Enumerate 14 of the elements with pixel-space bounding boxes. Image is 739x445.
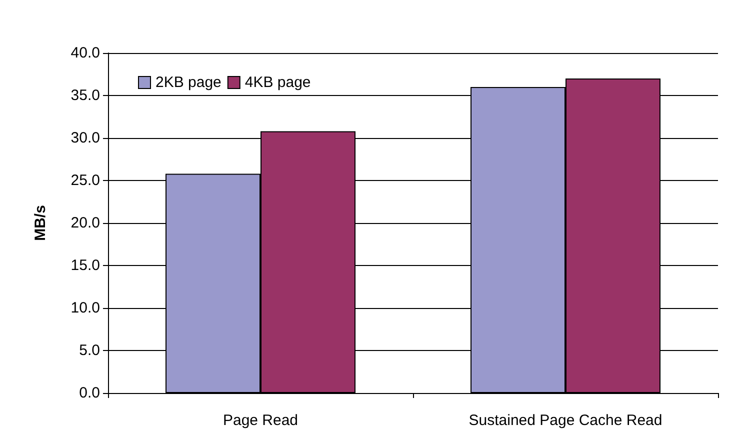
y-tick-label: 10.0 [70, 300, 100, 316]
y-tick-label: 0.0 [79, 384, 100, 402]
y-tick-label: 40.0 [70, 44, 100, 62]
y-tick-label: 5.0 [79, 342, 100, 359]
legend-label: 4KB page [244, 74, 311, 91]
y-tick-label: 15.0 [70, 257, 100, 274]
y-tick-label: 30.0 [70, 130, 100, 146]
y-axis-title: MB/s [32, 205, 49, 241]
y-tick-label: 20.0 [70, 214, 100, 232]
x-tick-label: Page Read [222, 412, 298, 429]
y-tick-label: 25.0 [70, 172, 100, 189]
x-tick-label: Sustained Page Cache Read [468, 412, 662, 429]
legend-label: 2KB page [156, 74, 222, 91]
y-tick-label: 35.0 [70, 87, 100, 104]
